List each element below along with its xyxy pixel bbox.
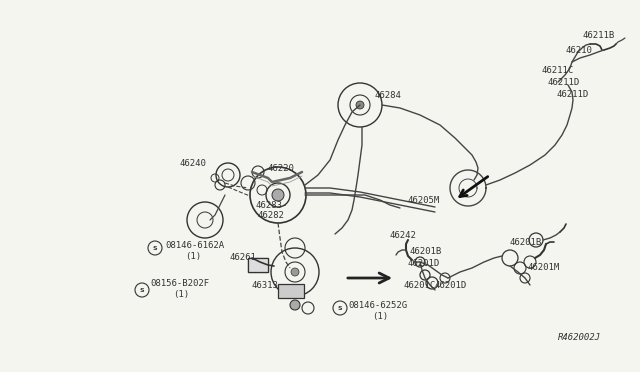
Circle shape xyxy=(272,189,284,201)
Text: 08146-6252G: 08146-6252G xyxy=(348,301,407,310)
Text: 46211B: 46211B xyxy=(583,31,615,39)
Text: R462002J: R462002J xyxy=(558,334,601,343)
Text: (1): (1) xyxy=(185,253,201,262)
Text: 46205M: 46205M xyxy=(408,196,440,205)
Text: 08146-6162A: 08146-6162A xyxy=(165,241,224,250)
Text: 46201B: 46201B xyxy=(510,237,542,247)
Text: 46211D: 46211D xyxy=(548,77,580,87)
Text: 46220: 46220 xyxy=(268,164,295,173)
Text: 46201B: 46201B xyxy=(410,247,442,257)
Text: (1): (1) xyxy=(173,291,189,299)
Text: 46313: 46313 xyxy=(252,282,279,291)
Text: (1): (1) xyxy=(372,312,388,321)
Text: 46201D: 46201D xyxy=(408,259,440,267)
Text: 46201D: 46201D xyxy=(435,280,467,289)
Text: 46261: 46261 xyxy=(230,253,257,263)
Text: 46240: 46240 xyxy=(180,158,207,167)
Circle shape xyxy=(290,300,300,310)
Text: 46201C: 46201C xyxy=(404,280,436,289)
Text: 46210: 46210 xyxy=(566,45,593,55)
Bar xyxy=(248,258,268,272)
Text: 46211D: 46211D xyxy=(557,90,589,99)
Circle shape xyxy=(356,101,364,109)
Text: 46211C: 46211C xyxy=(542,65,574,74)
Text: S: S xyxy=(153,246,157,250)
Text: 46283-: 46283- xyxy=(255,201,287,209)
Bar xyxy=(248,258,268,272)
Bar xyxy=(278,284,304,298)
Text: 46284: 46284 xyxy=(375,90,402,99)
Text: 46201M: 46201M xyxy=(528,263,560,273)
Circle shape xyxy=(291,268,299,276)
Text: 46282: 46282 xyxy=(258,211,285,219)
Text: S: S xyxy=(338,305,342,311)
Text: 08156-B202F: 08156-B202F xyxy=(150,279,209,288)
Text: S: S xyxy=(140,288,144,292)
Text: 46242: 46242 xyxy=(390,231,417,240)
